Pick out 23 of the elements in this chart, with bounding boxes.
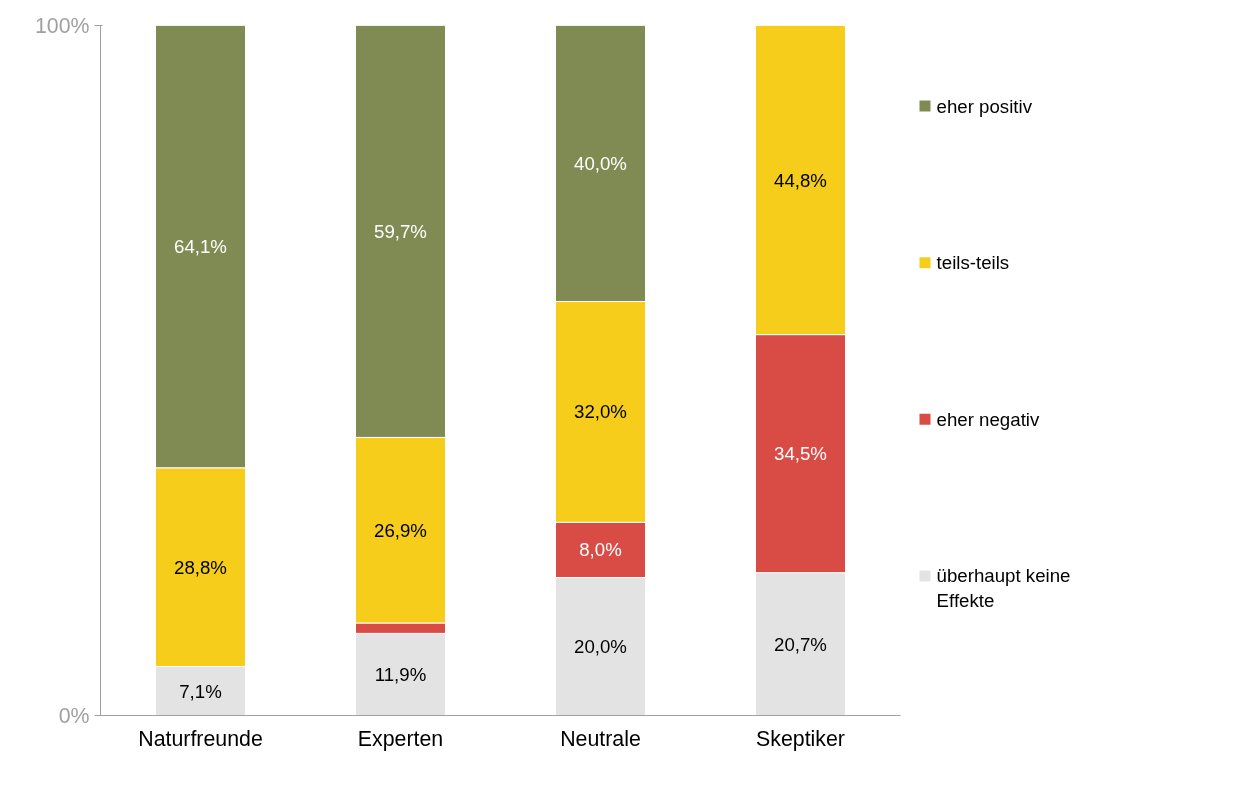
legend-label: teils-teils [936,252,1010,274]
data-label: 44,8% [774,169,827,191]
x-tick-label: Experten [357,726,444,751]
y-tick-label: 0% [58,703,90,728]
data-label: 20,7% [774,633,827,655]
data-label: 11,9% [374,663,427,685]
legend-label: überhaupt keine Effekte [936,564,1071,612]
data-label: 59,7% [374,220,427,242]
data-label: 8,0% [579,539,622,561]
data-label: 64,1% [174,236,227,258]
data-label: 34,5% [774,443,827,465]
data-label: 20,0% [574,636,627,657]
x-tick-label: Neutrale [560,726,641,751]
data-label: 40,0% [574,153,627,174]
y-tick-label: 100% [34,13,90,38]
data-label: 7,1% [179,680,222,702]
data-label: 32,0% [574,401,627,423]
x-tick-label: Skeptiker [756,726,845,751]
legend-label: eher negativ [936,408,1040,430]
data-label: 28,8% [174,556,227,578]
x-tick-label: Naturfreunde [138,726,263,751]
data-label: 26,9% [374,519,427,541]
legend-label: eher positiv [936,95,1033,117]
